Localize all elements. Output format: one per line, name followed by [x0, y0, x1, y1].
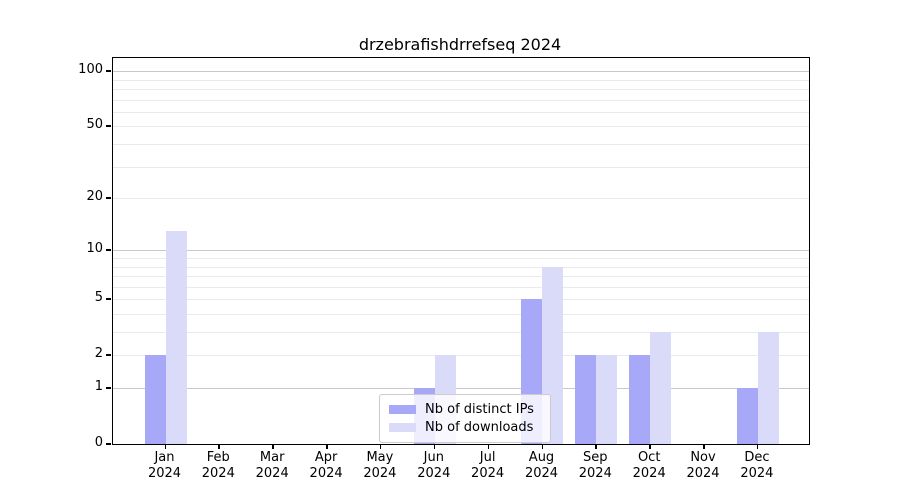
y-tick-label-5: 5 — [94, 290, 103, 306]
gridline-y-7 — [113, 276, 809, 277]
x-tick-label-oct: Oct 2024 — [632, 450, 666, 481]
gridline-y-9 — [113, 258, 809, 259]
gridline-y-70 — [113, 99, 809, 101]
gridline-y-90 — [113, 79, 809, 81]
gridline-y-40 — [113, 144, 809, 145]
bar-distinct-ips-oct — [629, 355, 651, 444]
gridline-y-100 — [113, 71, 809, 73]
bar-downloads-sep — [596, 355, 618, 444]
x-tick-label-jul: Jul 2024 — [471, 450, 505, 481]
x-tick-mar — [272, 444, 274, 449]
y-tick-20 — [106, 197, 111, 199]
gridline-y-2 — [113, 355, 809, 357]
bar-distinct-ips-sep — [575, 355, 597, 444]
x-tick-label-sep: Sep 2024 — [578, 450, 612, 481]
bar-distinct-ips-jan — [144, 355, 166, 444]
y-tick-50 — [106, 125, 111, 127]
y-tick-label-20: 20 — [86, 189, 103, 205]
gridline-y-5 — [113, 299, 809, 301]
x-tick-feb — [218, 444, 220, 449]
x-tick-label-aug: Aug 2024 — [524, 450, 559, 481]
x-tick-apr — [326, 444, 328, 449]
legend-label-downloads: Nb of downloads — [425, 420, 534, 436]
bar-downloads-oct — [650, 332, 672, 444]
y-tick-label-0: 0 — [94, 435, 103, 450]
y-tick-2 — [106, 354, 111, 356]
y-tick-label-100: 100 — [78, 62, 103, 78]
gridline-y-50 — [113, 126, 809, 128]
y-tick-100 — [106, 70, 111, 72]
gridline-y-3 — [113, 332, 809, 333]
plot-area: Nb of distinct IPs Nb of downloads — [112, 57, 810, 445]
y-tick-10 — [106, 249, 111, 251]
y-tick-1 — [106, 387, 111, 389]
bar-downloads-jan — [165, 230, 187, 444]
y-tick-label-10: 10 — [86, 241, 103, 257]
x-tick-label-dec: Dec 2024 — [740, 450, 774, 481]
x-tick-sep — [595, 444, 597, 449]
legend-label-distinct-ips: Nb of distinct IPs — [425, 401, 534, 417]
gridline-y-6 — [113, 286, 809, 288]
x-tick-aug — [541, 444, 543, 449]
x-tick-jan — [164, 444, 166, 449]
gridline-y-30 — [113, 166, 809, 168]
legend-item-downloads: Nb of downloads — [389, 420, 541, 435]
x-tick-dec — [756, 444, 759, 449]
y-tick-label-2: 2 — [94, 346, 103, 362]
gridline-y-8 — [113, 266, 809, 268]
legend-item-distinct-ips: Nb of distinct IPs — [389, 402, 541, 417]
legend: Nb of distinct IPs Nb of downloads — [379, 394, 551, 443]
legend-swatch-downloads — [389, 423, 416, 433]
bar-downloads-dec — [757, 332, 779, 444]
legend-swatch-distinct-ips — [389, 404, 416, 414]
y-tick-label-1: 1 — [94, 379, 103, 394]
x-tick-may — [379, 444, 382, 449]
x-tick-label-mar: Mar 2024 — [255, 450, 289, 481]
x-tick-label-may: May 2024 — [363, 450, 397, 481]
gridline-y-1 — [113, 388, 809, 389]
bar-distinct-ips-dec — [736, 388, 758, 444]
x-tick-jul — [487, 444, 490, 449]
y-tick-label-50: 50 — [86, 117, 103, 133]
y-tick-5 — [106, 298, 111, 300]
gridline-y-60 — [113, 111, 809, 113]
y-tick-0 — [106, 443, 111, 445]
x-tick-label-nov: Nov 2024 — [686, 450, 720, 481]
x-tick-oct — [649, 444, 651, 449]
gridline-y-10 — [113, 250, 809, 252]
x-tick-label-feb: Feb 2024 — [201, 450, 235, 481]
chart-title: drzebrafishdrrefseq 2024 — [358, 35, 562, 54]
x-tick-jun — [433, 444, 436, 449]
gridline-y-20 — [113, 198, 809, 200]
gridline-y-80 — [113, 89, 809, 90]
x-tick-nov — [703, 444, 705, 449]
x-tick-label-apr: Apr 2024 — [309, 450, 343, 481]
x-tick-label-jun: Jun 2024 — [417, 450, 451, 481]
x-tick-label-jan: Jan 2024 — [147, 450, 182, 481]
gridline-y-4 — [113, 314, 809, 315]
